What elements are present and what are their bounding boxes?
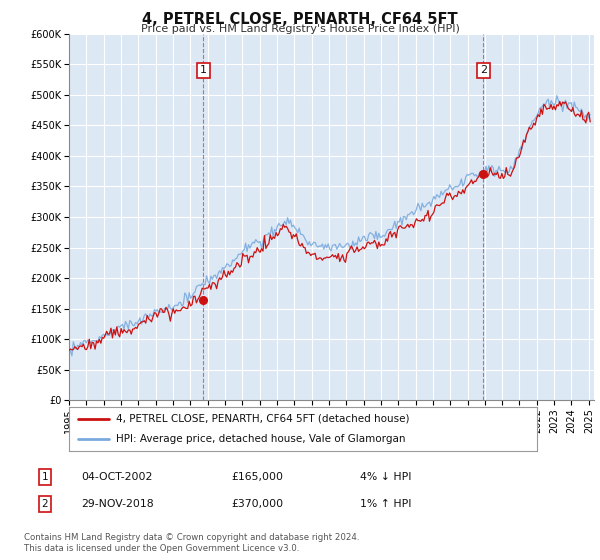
Text: Contains HM Land Registry data © Crown copyright and database right 2024.
This d: Contains HM Land Registry data © Crown c… bbox=[24, 533, 359, 553]
Text: 4, PETREL CLOSE, PENARTH, CF64 5FT: 4, PETREL CLOSE, PENARTH, CF64 5FT bbox=[142, 12, 458, 27]
Text: 4, PETREL CLOSE, PENARTH, CF64 5FT (detached house): 4, PETREL CLOSE, PENARTH, CF64 5FT (deta… bbox=[116, 414, 409, 424]
Text: 04-OCT-2002: 04-OCT-2002 bbox=[81, 472, 152, 482]
Text: 1% ↑ HPI: 1% ↑ HPI bbox=[360, 499, 412, 509]
Text: £165,000: £165,000 bbox=[231, 472, 283, 482]
Text: Price paid vs. HM Land Registry's House Price Index (HPI): Price paid vs. HM Land Registry's House … bbox=[140, 24, 460, 34]
Text: 1: 1 bbox=[41, 472, 49, 482]
Text: £370,000: £370,000 bbox=[231, 499, 283, 509]
Text: 4% ↓ HPI: 4% ↓ HPI bbox=[360, 472, 412, 482]
Text: 29-NOV-2018: 29-NOV-2018 bbox=[81, 499, 154, 509]
Text: HPI: Average price, detached house, Vale of Glamorgan: HPI: Average price, detached house, Vale… bbox=[116, 434, 406, 444]
Text: 1: 1 bbox=[200, 66, 207, 75]
Text: 2: 2 bbox=[41, 499, 49, 509]
Text: 2: 2 bbox=[480, 66, 487, 75]
